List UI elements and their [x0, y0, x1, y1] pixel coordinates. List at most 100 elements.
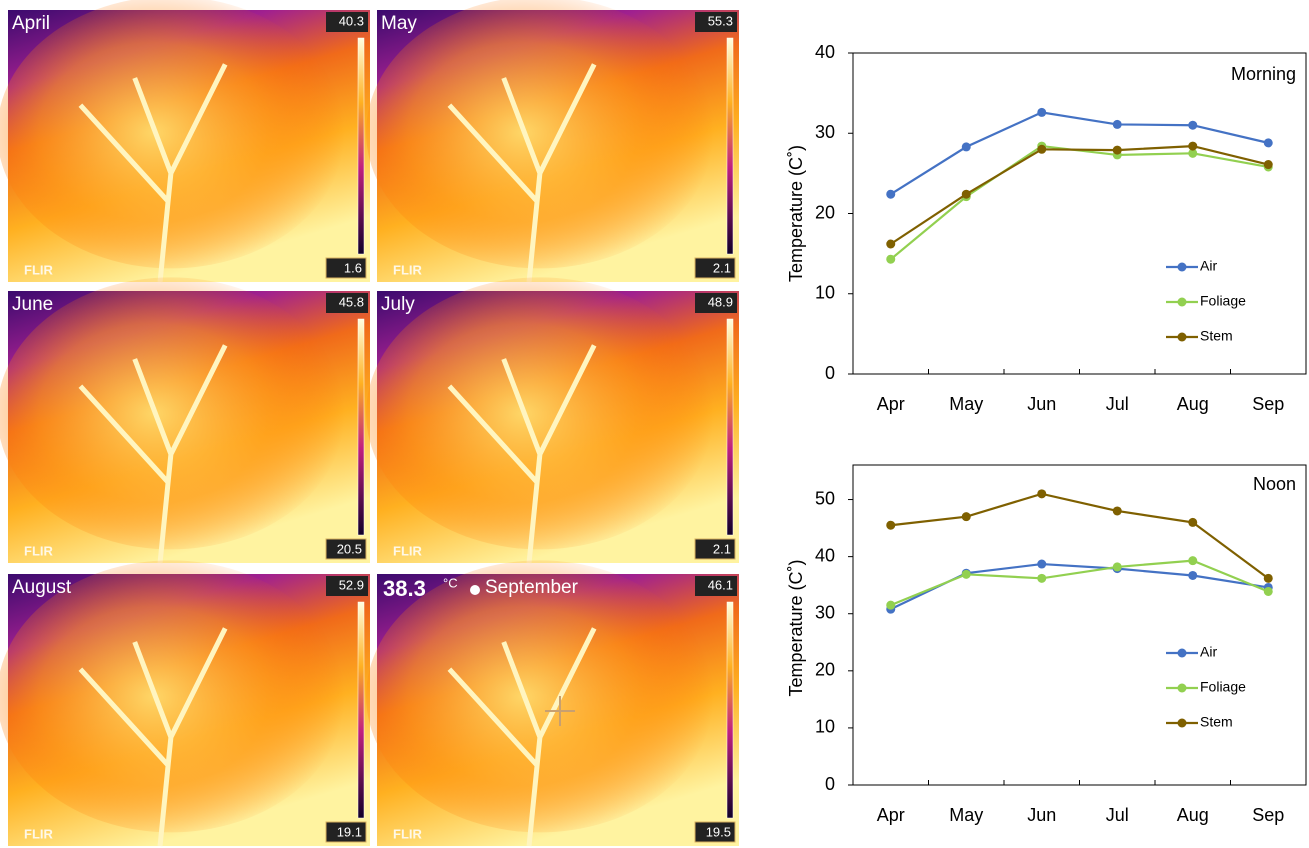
y-tick-label: 40 — [815, 42, 835, 62]
month-label: July — [381, 294, 415, 315]
y-tick-label: 10 — [815, 283, 835, 303]
month-label: May — [381, 13, 417, 34]
flir-logo: FLIR — [24, 543, 53, 558]
data-point — [1263, 586, 1273, 596]
flir-logo: FLIR — [24, 826, 53, 841]
data-point — [1263, 138, 1273, 148]
legend-marker — [1177, 718, 1187, 728]
plot-frame — [852, 464, 1307, 786]
x-tick-label: Jul — [1106, 394, 1129, 414]
data-point — [1188, 570, 1198, 580]
max-temp: 45.8 — [339, 294, 364, 309]
chart-title: Morning — [1231, 64, 1296, 84]
flir-logo: FLIR — [393, 543, 422, 558]
data-point — [886, 254, 896, 264]
series-line — [890, 492, 1269, 580]
tree-trunk — [447, 344, 597, 564]
spot-unit: °C — [443, 575, 458, 590]
series-line — [890, 559, 1269, 607]
legend-label: Foliage — [1200, 679, 1246, 695]
data-point — [1188, 556, 1198, 566]
y-tick-label: 30 — [815, 602, 835, 622]
series-line — [890, 144, 1269, 261]
tree-trunk — [78, 344, 228, 564]
y-tick-label: 20 — [815, 660, 835, 680]
y-tick-label: 50 — [815, 488, 835, 508]
month-label: June — [12, 294, 53, 315]
min-temp: 20.5 — [337, 541, 362, 556]
data-point — [961, 189, 971, 199]
data-point — [1112, 119, 1122, 129]
max-temp: 55.3 — [708, 13, 733, 28]
x-tick-label: Apr — [877, 805, 905, 825]
min-box — [325, 821, 367, 843]
color-scale — [357, 37, 365, 255]
crosshair — [545, 696, 575, 726]
color-scale — [726, 318, 734, 536]
y-tick-label: 40 — [815, 545, 835, 565]
series-line — [890, 562, 1269, 611]
legend-marker — [1177, 332, 1187, 342]
x-tick-label: Sep — [1252, 805, 1284, 825]
x-tick-label: May — [949, 394, 983, 414]
data-point — [1112, 506, 1122, 516]
min-temp: 19.5 — [706, 824, 731, 839]
min-box — [325, 257, 367, 279]
tree-trunk — [78, 627, 228, 847]
data-point — [1037, 489, 1047, 499]
min-temp: 2.1 — [713, 541, 731, 556]
x-tick-label: Jun — [1027, 805, 1056, 825]
legend-marker — [1177, 297, 1187, 307]
tree-canopy — [0, 560, 345, 833]
data-point — [1263, 573, 1273, 583]
month-label: September — [485, 577, 579, 598]
data-point — [1263, 160, 1273, 170]
x-tick-label: Jul — [1106, 805, 1129, 825]
tree-canopy — [0, 0, 345, 269]
max-temp: 40.3 — [339, 13, 364, 28]
legend-label: Foliage — [1200, 293, 1246, 309]
flir-logo: FLIR — [24, 262, 53, 277]
data-point — [1037, 573, 1047, 583]
legend-marker — [1177, 262, 1187, 272]
data-point — [886, 189, 896, 199]
min-box — [694, 257, 736, 279]
min-temp: 19.1 — [337, 824, 362, 839]
data-point — [1112, 562, 1122, 572]
y-tick-label: 20 — [815, 202, 835, 222]
spot-icon — [470, 585, 480, 595]
tree-canopy — [366, 560, 714, 833]
max-box — [695, 576, 737, 596]
x-tick-label: Aug — [1177, 805, 1209, 825]
color-scale — [726, 37, 734, 255]
spot-reading: 38.3 — [383, 576, 426, 601]
y-tick-label: 0 — [825, 774, 835, 794]
legend-marker — [1177, 683, 1187, 693]
y-tick-label: 10 — [815, 717, 835, 737]
max-box — [326, 576, 368, 596]
series-line — [890, 144, 1269, 245]
x-tick-label: Jun — [1027, 394, 1056, 414]
max-box — [326, 12, 368, 32]
y-axis-label: Temperature (C˚) — [786, 145, 806, 282]
data-point — [961, 142, 971, 152]
max-box — [695, 12, 737, 32]
month-label: April — [12, 13, 50, 34]
min-box — [325, 538, 367, 560]
max-box — [326, 293, 368, 313]
legend-label: Air — [1200, 644, 1217, 660]
data-point — [1188, 517, 1198, 527]
min-box — [694, 538, 736, 560]
data-point — [961, 512, 971, 522]
y-axis-label: Temperature (C˚) — [786, 559, 806, 696]
tree-canopy — [0, 277, 345, 550]
color-scale — [726, 601, 734, 819]
x-tick-label: Sep — [1252, 394, 1284, 414]
y-tick-label: 30 — [815, 122, 835, 142]
month-label: August — [12, 577, 72, 598]
x-tick-label: May — [949, 805, 983, 825]
y-tick-label: 0 — [825, 363, 835, 383]
tree-trunk — [78, 63, 228, 283]
data-point — [1188, 148, 1198, 158]
